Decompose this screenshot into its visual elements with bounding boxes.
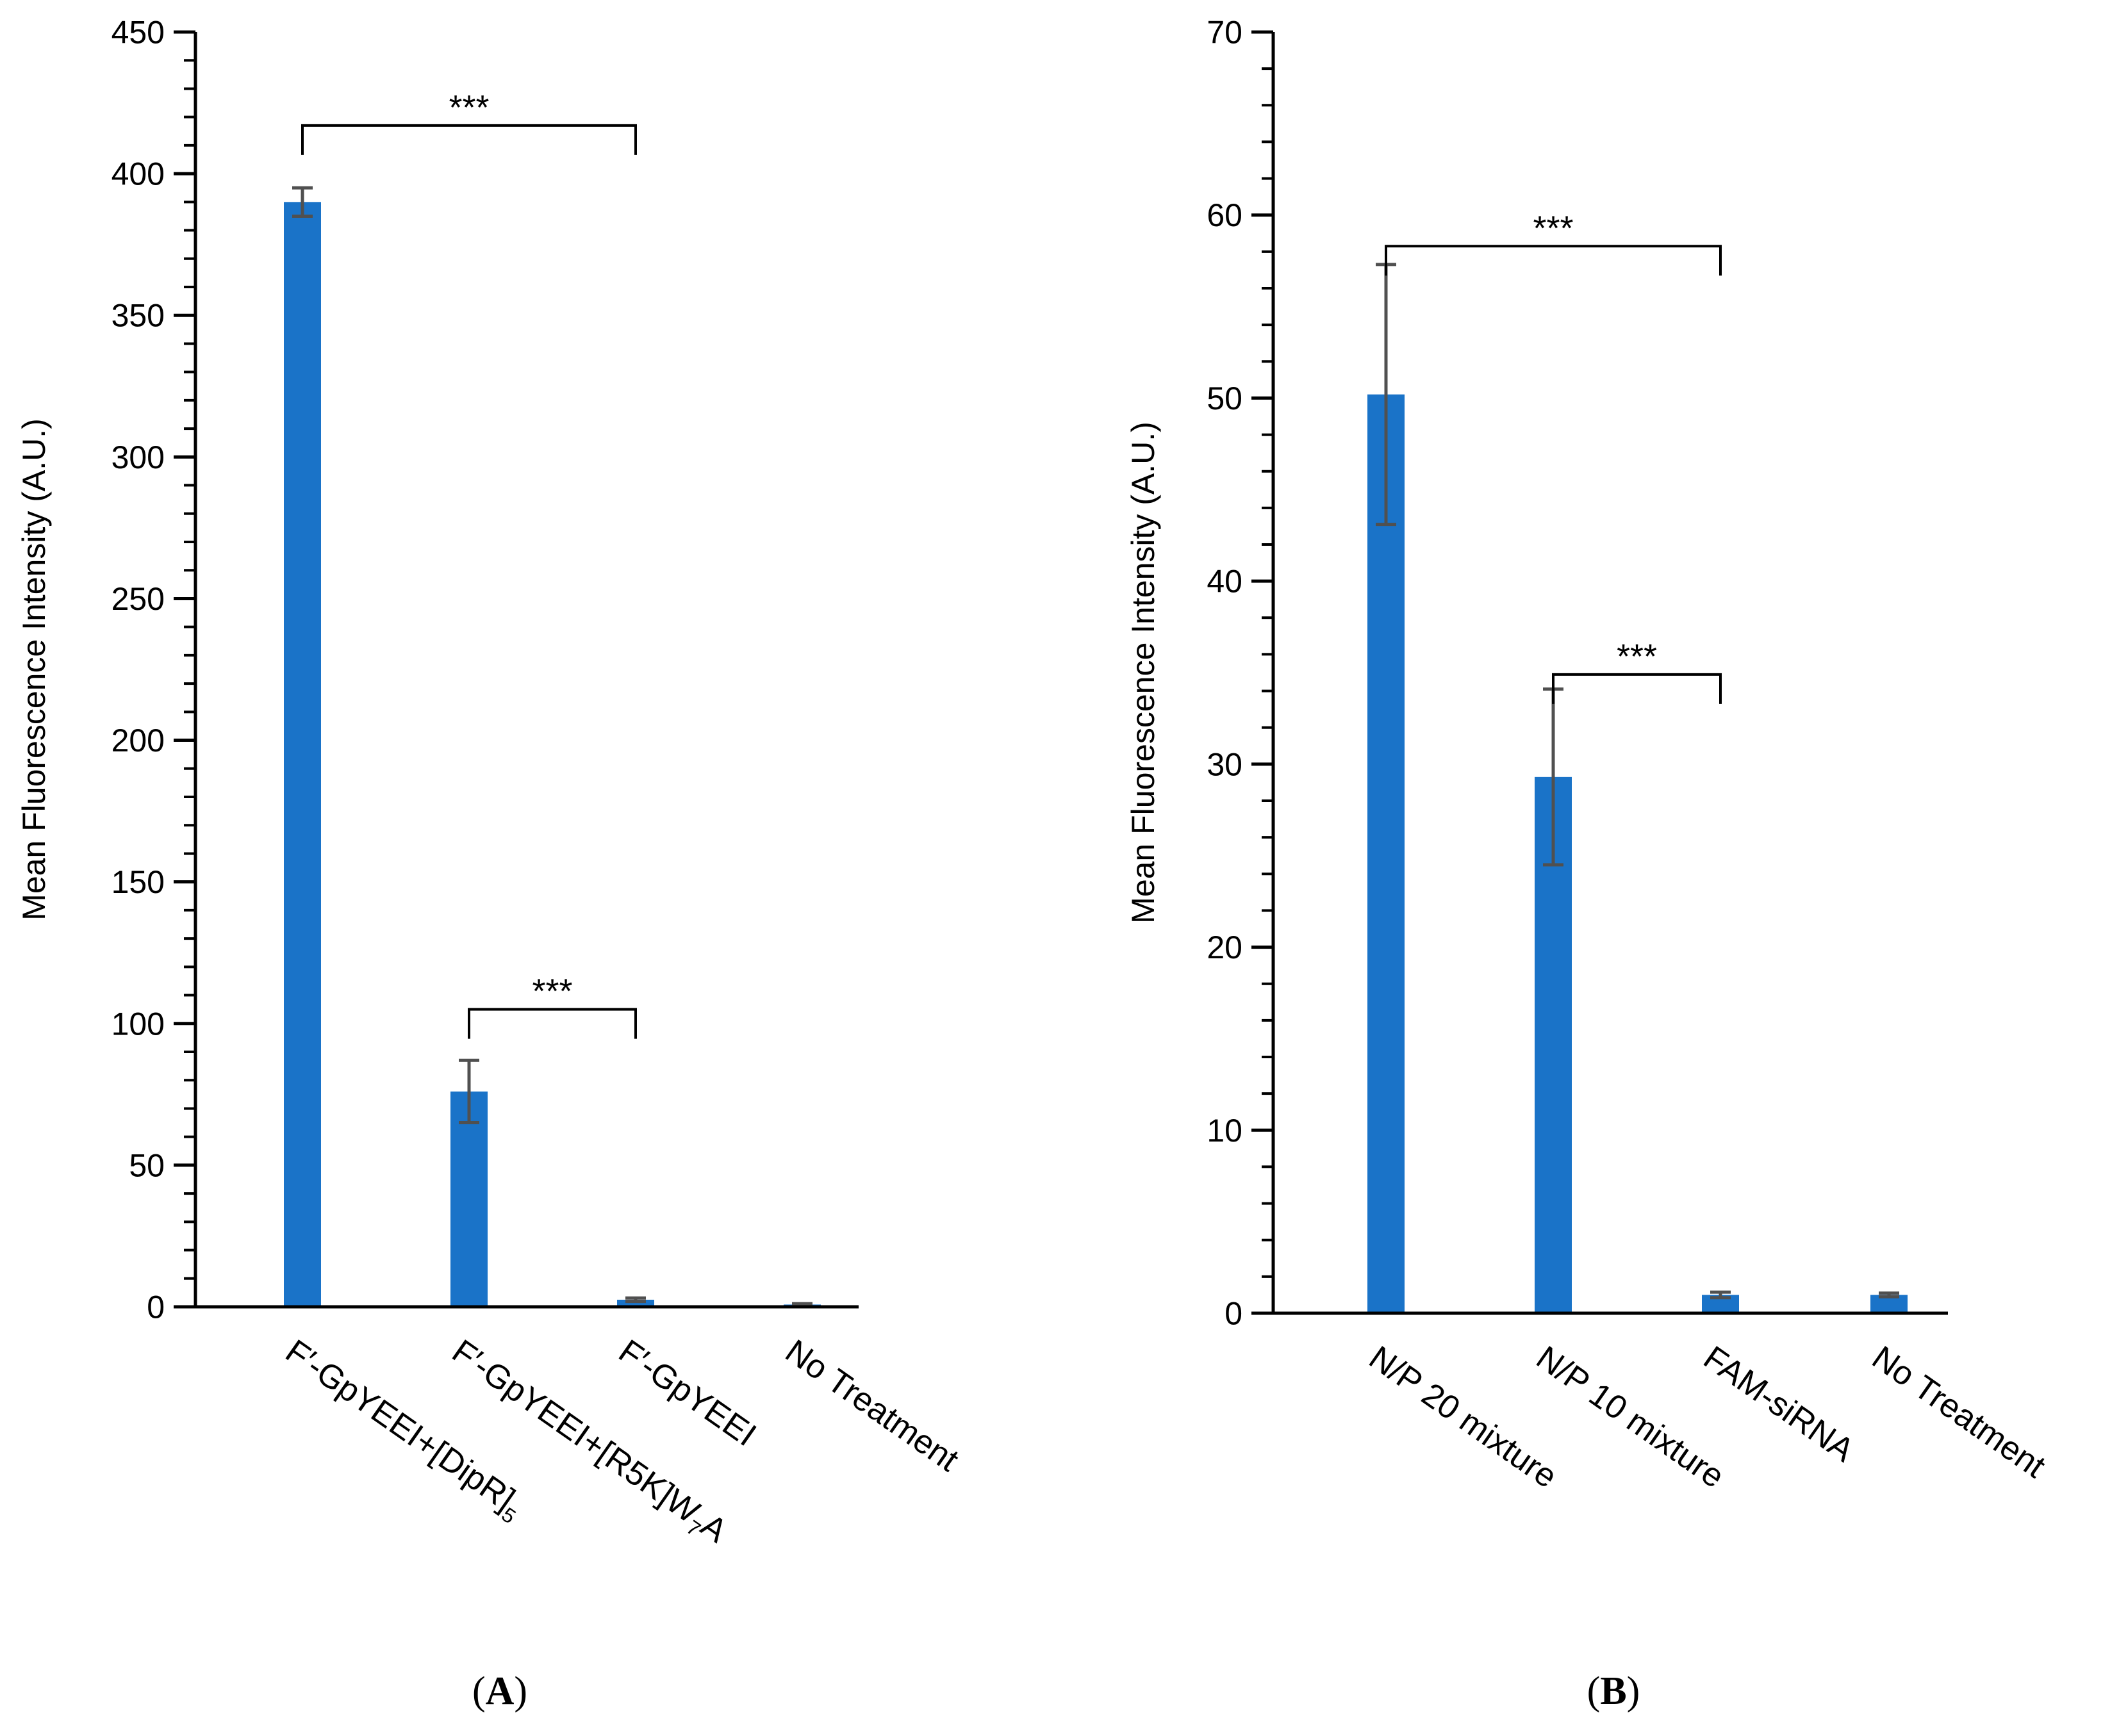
panel-a-significance-bracket (301, 124, 637, 155)
panel-b-significance-label: *** (1617, 637, 1657, 676)
panel-b-significance-bracket (1552, 673, 1722, 704)
panel-a-bar (284, 202, 321, 1307)
panel-b-panel-label: (B) (1587, 1669, 1640, 1713)
panel-a-significance-label: *** (449, 88, 489, 127)
panel-a-bar (450, 1091, 488, 1307)
panel-b-x-tick-label: FAM-siRNA (1697, 1339, 1861, 1469)
panel-a-y-tick-label: 0 (147, 1290, 165, 1325)
panel-b-y-axis-label: Mean Fluorescence Intensity (A.U.) (1125, 422, 1161, 924)
panel-b-y-tick-label: 0 (1225, 1296, 1242, 1332)
panel-b-y-tick-label: 60 (1207, 197, 1242, 233)
panel-b-chart: 0 10 20 30 40 50 60 70 Mean Fluorescence Intensi… (1125, 15, 2052, 1714)
panel-a-y-tick-label: 200 (111, 723, 165, 758)
panel-b-y-tick-label: 20 (1207, 929, 1242, 965)
panel-b-x-tick-label: N/P 10 mixture (1530, 1339, 1731, 1495)
panel-b-significance-bracket (1385, 245, 1722, 276)
panel-a-x-tick-label: F′-GpYEEI+[R5K]W7A (443, 1332, 734, 1553)
panel-a-y-tick-label: 450 (111, 15, 165, 51)
panel-a-y-tick-label: 350 (111, 298, 165, 334)
panel-a-chart: 0 50 100 150 200 250 300 350 400 450 Mean Fluoresc… (16, 15, 966, 1714)
panel-a-y-tick-label: 100 (111, 1006, 165, 1042)
panel-a-bar (617, 1299, 654, 1307)
panel-a-y-tick-label: 400 (111, 156, 165, 192)
panel-a-y-tick-label: 300 (111, 439, 165, 475)
panel-b-y-tick-label: 10 (1207, 1113, 1242, 1149)
panel-a-x-tick-label: F′-GpYEEI (612, 1332, 763, 1453)
panel-a-significance-bracket (468, 1008, 637, 1039)
panel-b-y-tick-label: 70 (1207, 15, 1242, 51)
panel-b-y-tick-label: 50 (1207, 381, 1242, 416)
panel-a-panel-label: (A) (472, 1669, 527, 1713)
panel-a-y-tick-label: 250 (111, 581, 165, 617)
panel-a-y-tick-label: 50 (129, 1147, 165, 1183)
panel-a-y-tick-label: 150 (111, 864, 165, 900)
panel-a-significance-label: *** (532, 972, 572, 1011)
panel-b-y-tick-label: 40 (1207, 564, 1242, 600)
panel-b-bar (1367, 394, 1405, 1313)
panel-b-y-tick-label: 30 (1207, 746, 1242, 782)
panel-a-y-axis-label: Mean Fluorescence Intensity (A.U.) (16, 418, 52, 921)
panel-a-x-tick-label: No Treatment (779, 1332, 966, 1479)
panel-b-x-tick-label: N/P 20 mixture (1362, 1339, 1563, 1495)
panel-b-x-tick-label: No Treatment (1865, 1339, 2052, 1486)
panel-b-significance-label: *** (1533, 209, 1573, 247)
